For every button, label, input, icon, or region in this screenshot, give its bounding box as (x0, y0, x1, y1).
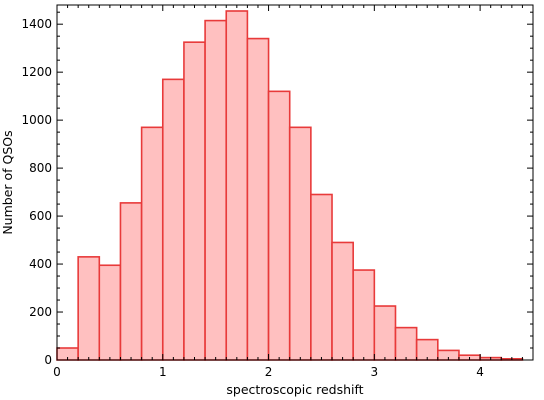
histogram-bar (204, 19, 228, 361)
x-tick-label: 4 (476, 365, 484, 379)
ticks-group (56, 5, 534, 361)
histogram-bar (140, 126, 164, 361)
y-tick-label: 1000 (21, 113, 52, 127)
histogram-bar (98, 264, 122, 361)
histogram-bar (225, 10, 249, 361)
y-tick-label: 1400 (21, 17, 52, 31)
histogram-bar (373, 305, 397, 361)
histogram-bar (267, 90, 291, 361)
x-tick-label: 1 (159, 365, 167, 379)
histogram-bar (415, 338, 439, 361)
x-tick-label: 3 (371, 365, 379, 379)
histogram-bar (183, 41, 206, 361)
histogram-bar (246, 37, 270, 361)
x-axis-label: spectroscopic redshift (226, 382, 363, 397)
y-axis-label: Number of QSOs (0, 130, 15, 234)
histogram-bar (352, 269, 376, 361)
y-tick-label: 400 (29, 257, 52, 271)
plot-frame (56, 4, 534, 361)
histogram-bar (119, 202, 143, 361)
y-tick-label: 1200 (21, 65, 52, 79)
y-tick-label: 800 (29, 161, 52, 175)
histogram-bar (288, 126, 312, 361)
x-tick-label: 0 (53, 365, 61, 379)
histogram-bar (310, 193, 333, 361)
histogram-bar (77, 256, 101, 361)
histogram-bar (161, 78, 185, 361)
y-tick-label: 600 (29, 209, 52, 223)
y-tick-label: 200 (29, 305, 52, 319)
histogram-bar (331, 241, 354, 361)
bars-group (56, 10, 524, 361)
x-tick-label: 2 (265, 365, 273, 379)
histogram-bar (394, 326, 418, 361)
y-tick-label: 0 (44, 353, 52, 367)
tick-labels-group: 0 1 2 3 4 0 200 400 600 800 1000 1200 1400 (21, 17, 483, 379)
